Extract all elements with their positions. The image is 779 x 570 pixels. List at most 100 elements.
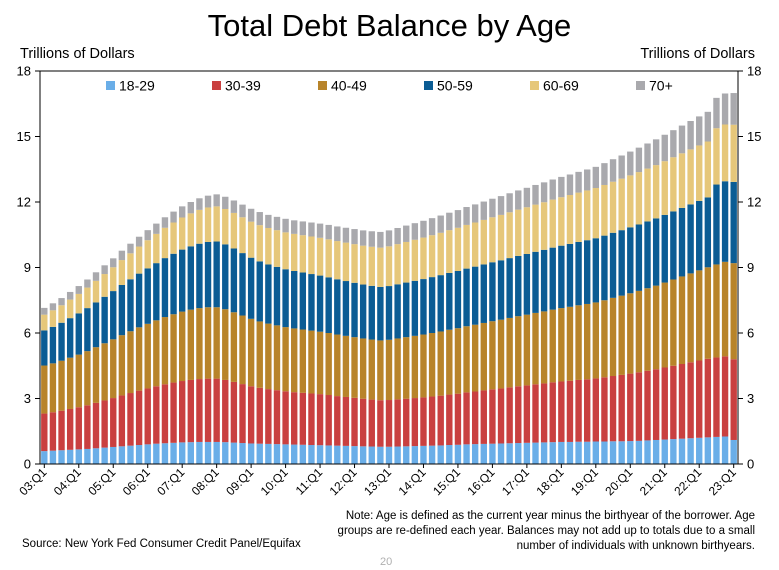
bar-segment-70+ [179,206,186,218]
y-tick-label-left: 3 [24,391,31,406]
bar-segment-70+ [334,226,341,242]
bar-segment-30-39 [49,412,57,451]
bar-segment-60-69 [713,128,720,185]
bar-segment-70+ [75,286,82,294]
bar-segment-40-49 [49,363,57,413]
bar-segment-40-49 [652,285,660,370]
bar-segment-50-59 [291,270,298,329]
bar-segment-70+ [127,243,134,254]
bar-segment-40-49 [471,324,479,392]
bar-segment-18-29 [627,441,634,464]
legend: 18-29 30-39 40-49 50-59 60-69 70+ [106,78,673,94]
bar-segment-50-59 [394,284,401,339]
bar-segment-60-69 [196,209,203,244]
bar-segment-70+ [532,184,539,205]
bar-segment-60-69 [316,237,324,276]
legend-label-30-39: 30-39 [225,78,261,94]
bar-segment-30-39 [428,396,436,446]
bar-segment-30-39 [601,377,608,442]
x-tick-label: 11:Q1 [293,465,326,498]
bar-segment-40-49 [101,343,108,401]
bar-segment-70+ [523,187,531,208]
bar-segment-70+ [58,298,65,306]
bar-segment-18-29 [135,445,143,464]
bar-segment-70+ [196,198,203,210]
bar-segment-30-39 [342,396,350,446]
bar-segment-18-29 [222,442,229,464]
bar-segment-18-29 [66,449,74,464]
bar-segment-40-49 [446,329,453,395]
bar-segment-60-69 [721,124,729,182]
bar-segment-18-29 [506,443,513,464]
bar-segment-18-29 [446,445,453,464]
bar-segment-70+ [506,193,513,213]
bar-segment-50-59 [696,200,703,271]
bar-segment-50-59 [325,277,332,333]
bar-segment-18-29 [58,450,65,464]
bar-segment-30-39 [523,385,531,443]
bar-segment-30-39 [299,392,307,445]
bar-segment-60-69 [454,227,462,271]
bar-segment-50-59 [196,243,203,309]
bar-segment-60-69 [515,209,522,256]
bar-segment-18-29 [696,437,703,464]
bar-segment-40-49 [489,321,496,390]
bar-segment-18-29 [549,442,556,464]
bar-segment-18-29 [368,446,375,464]
bar-segment-30-39 [592,378,600,442]
x-tick-label: 05:Q1 [85,465,118,498]
bar-segment-30-39 [351,397,358,447]
bar-segment-40-49 [316,331,324,395]
bar-segment-30-39 [110,398,117,447]
y-tick-label-right: 18 [747,64,761,79]
bar-segment-40-49 [265,323,272,390]
bar-segment-50-59 [471,266,479,325]
bar-segment-60-69 [75,293,82,314]
bar-segment-30-39 [678,364,686,439]
bar-segment-40-49 [540,311,548,384]
bar-segment-50-59 [532,251,539,313]
bar-segment-18-29 [273,444,281,464]
bar-segment-30-39 [256,387,263,444]
bar-segment-50-59 [153,263,160,321]
bar-segment-40-49 [601,300,608,378]
bar-segment-30-39 [247,386,255,444]
bar-segment-50-59 [704,197,712,268]
bar-segment-40-49 [730,263,737,360]
bar-segment-40-49 [377,340,384,401]
bar-segment-50-59 [299,272,307,330]
x-axis: 03:Q1 04:Q1 05:Q1 06:Q1 07:Q1 08:Q1 09:Q1 10:Q1… [16,464,739,498]
footnote: Note: Age is defined as the current year… [337,510,755,552]
bar-segment-18-29 [670,439,677,464]
bar-segment-50-59 [566,243,574,307]
bar-segment-30-39 [454,393,462,445]
bar-segment-70+ [92,272,100,281]
bar-segment-60-69 [101,274,108,297]
bar-segment-60-69 [179,217,186,250]
bar-segment-40-49 [213,307,220,379]
bar-segment-40-49 [678,276,686,364]
bar-segment-70+ [549,179,556,200]
bar-segment-60-69 [377,247,384,287]
bar-segment-40-49 [325,333,332,396]
bar-segment-30-39 [187,379,194,443]
bar-segment-60-69 [601,184,608,236]
bar-segment-18-29 [601,441,608,464]
bar-segment-60-69 [291,233,298,271]
bar-segment-30-39 [41,413,48,452]
bar-segment-70+ [230,200,238,213]
bar-segment-50-59 [403,282,410,338]
bar-segment-60-69 [506,212,513,259]
y-tick-label-right: 15 [747,129,761,144]
bar-segment-50-59 [84,308,91,352]
bar-segment-60-69 [66,299,74,319]
bar-segment-40-49 [179,311,186,382]
bar-segment-18-29 [618,441,625,464]
x-tick-label: 03:Q1 [16,465,49,498]
bar-segment-18-29 [730,439,737,464]
bar-segment-50-59 [308,274,315,331]
bar-segment-40-49 [342,335,350,397]
bar-segment-40-49 [428,333,436,397]
bar-segment-70+ [687,121,694,150]
bar-segment-18-29 [704,437,712,464]
